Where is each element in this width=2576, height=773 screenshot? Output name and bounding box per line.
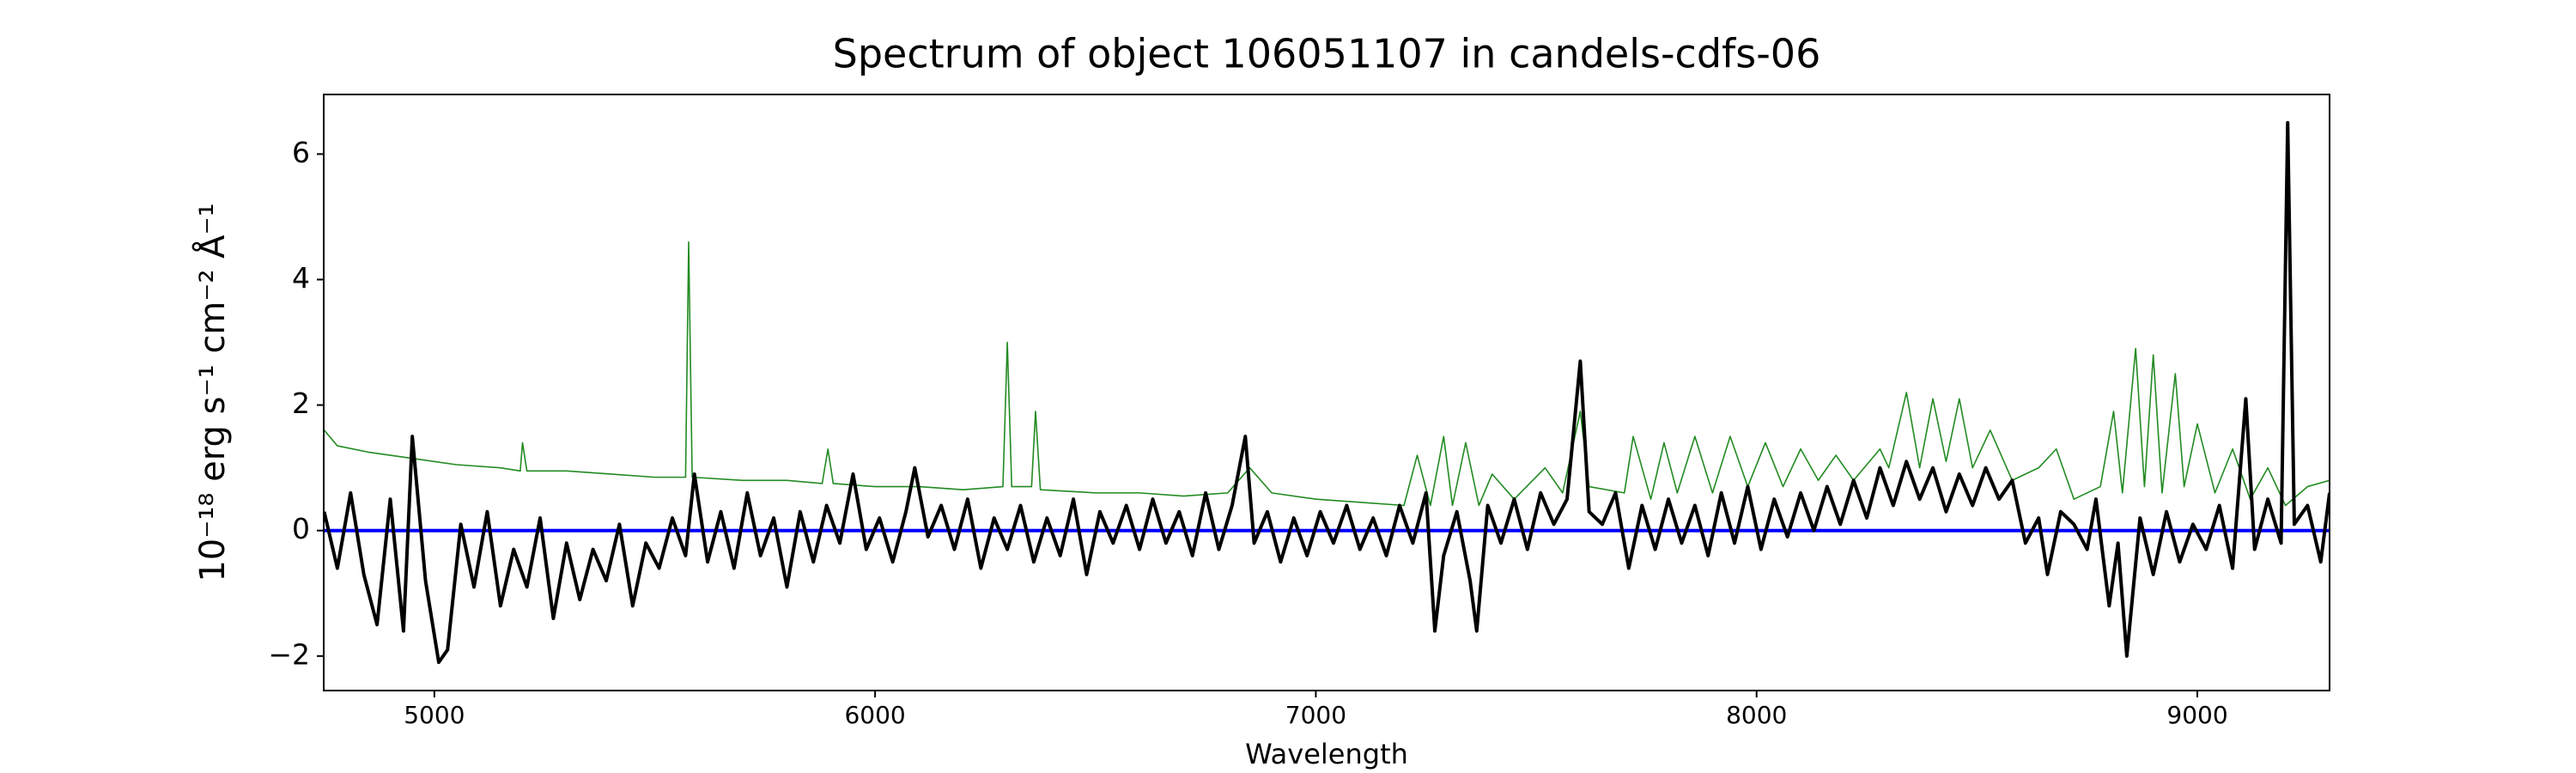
y-tick-label: 2 <box>292 386 310 420</box>
x-tick-label: 8000 <box>1726 701 1787 729</box>
x-axis-label: Wavelength <box>1245 738 1408 770</box>
chart-title: Spectrum of object 106051107 in candels-… <box>833 31 1821 77</box>
x-tick-label: 7000 <box>1285 701 1346 729</box>
y-tick-label: −2 <box>268 637 310 671</box>
x-tick-label: 6000 <box>844 701 905 729</box>
y-tick-label: 4 <box>292 261 310 295</box>
x-tick-label: 9000 <box>2166 701 2227 729</box>
x-tick-label: 5000 <box>404 701 465 729</box>
y-axis-label: 10⁻¹⁸ erg s⁻¹ cm⁻² Å⁻¹ <box>191 203 233 581</box>
y-tick-label: 0 <box>292 512 310 545</box>
spectrum-line <box>324 120 2330 665</box>
plot-frame <box>323 94 2330 691</box>
spectrum-line <box>324 240 2330 507</box>
y-tick-label: 6 <box>292 136 310 169</box>
